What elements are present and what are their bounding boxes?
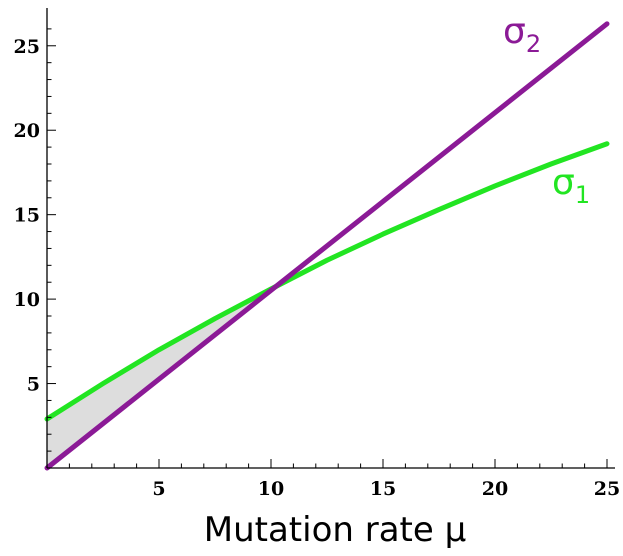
axes bbox=[46, 8, 615, 469]
y-tick-label: 10 bbox=[14, 289, 40, 311]
plot-area bbox=[44, 21, 610, 471]
y-tick-label: 5 bbox=[27, 374, 40, 396]
x-tick-label: 25 bbox=[594, 478, 620, 500]
y-tick-label: 15 bbox=[14, 205, 40, 227]
y-tick-label: 25 bbox=[14, 36, 40, 58]
x-tick-label: 5 bbox=[152, 478, 165, 500]
x-tick-label: 20 bbox=[482, 478, 508, 500]
y-ticks: 5 10 15 20 25 bbox=[14, 28, 56, 452]
x-tick-label: 10 bbox=[258, 478, 284, 500]
x-axis-title: Mutation rate μ bbox=[204, 510, 467, 550]
series-line-sigma1 bbox=[44, 141, 610, 422]
y-tick-label: 20 bbox=[14, 120, 40, 142]
series-label-sigma1: σ1 bbox=[552, 162, 590, 209]
x-tick-label: 15 bbox=[370, 478, 396, 500]
series-labels: σ2 σ1 bbox=[503, 11, 590, 209]
x-ticks: 5 10 15 20 25 bbox=[68, 459, 620, 500]
series-lines bbox=[44, 21, 610, 471]
series-label-sigma2: σ2 bbox=[503, 11, 541, 58]
series-line-sigma2 bbox=[44, 21, 610, 471]
